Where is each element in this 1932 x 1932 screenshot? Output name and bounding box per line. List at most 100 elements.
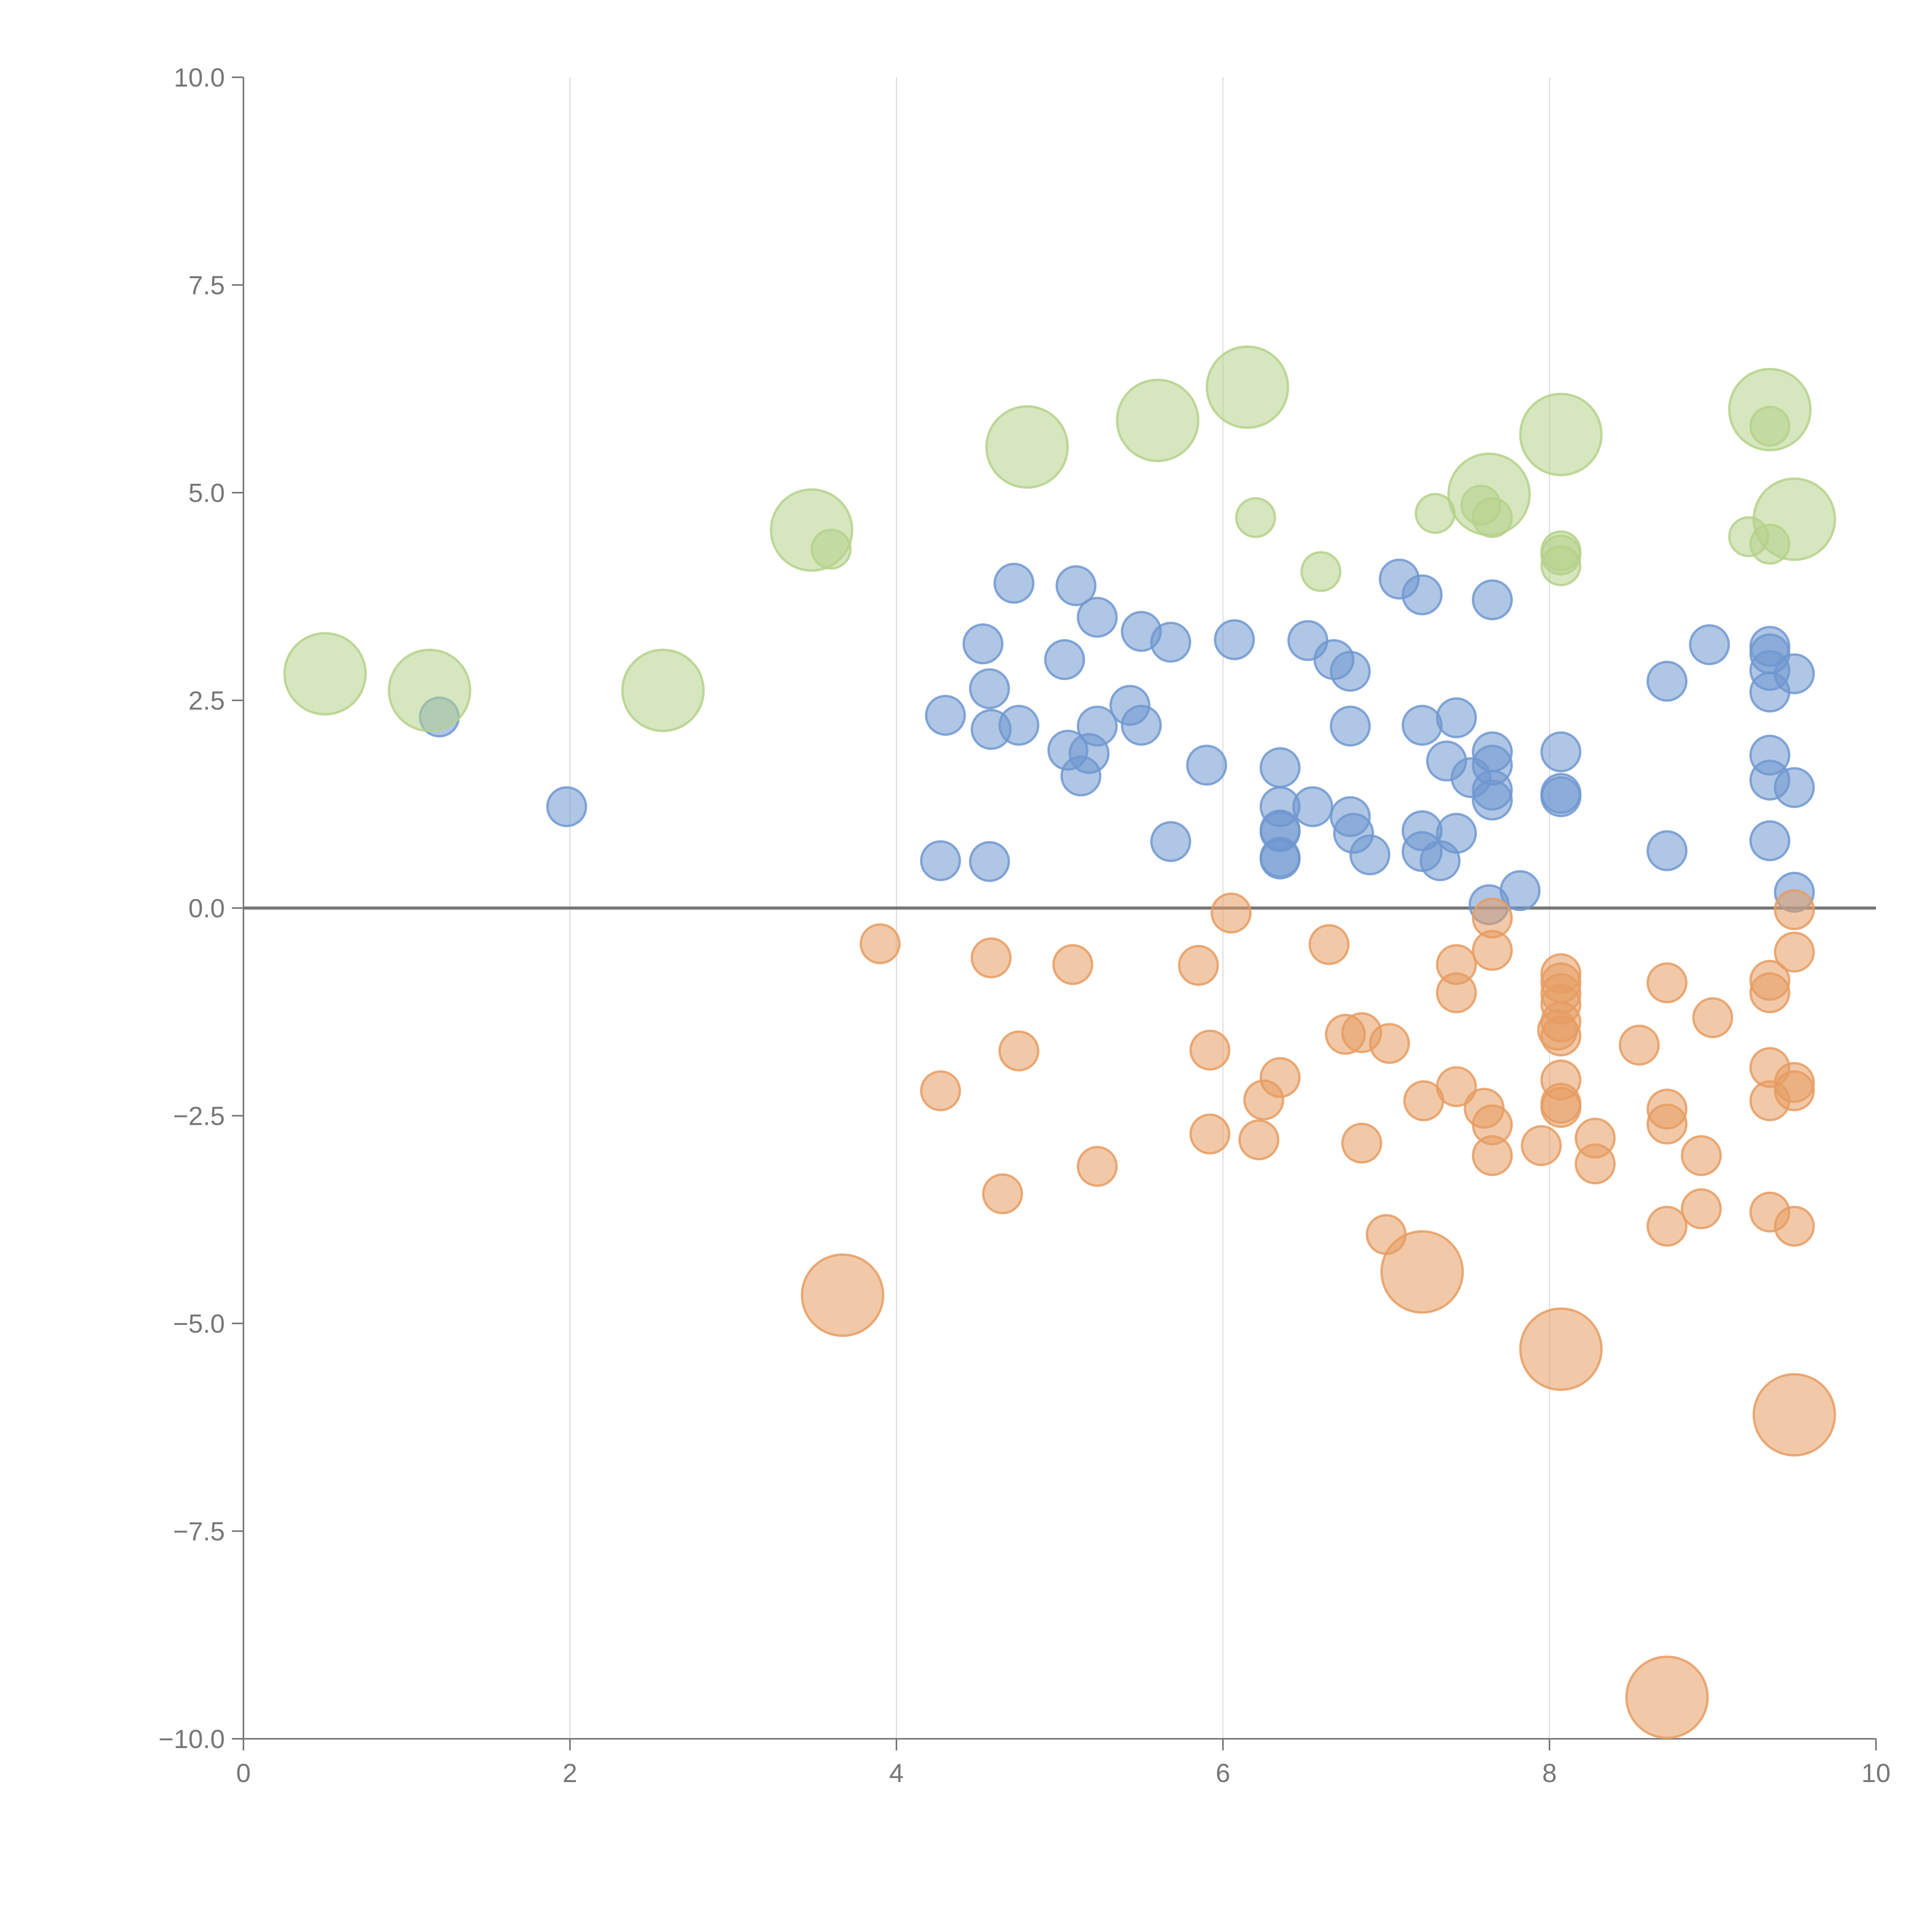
data-point-orange (1520, 1125, 1562, 1166)
data-point-green (1540, 545, 1582, 587)
data-point-blue (1121, 705, 1162, 746)
data-point-orange (1774, 931, 1815, 973)
data-point-green-large (283, 632, 367, 716)
data-point-blue (1077, 597, 1118, 638)
x-tick-label: 6 (1216, 1759, 1230, 1788)
y-tick-label: 2.5 (188, 686, 225, 716)
data-point-green-large (1447, 452, 1531, 536)
data-point-blue (998, 705, 1039, 746)
data-point-orange (1178, 945, 1219, 986)
data-point-blue (1259, 838, 1301, 880)
data-point-orange (1211, 892, 1252, 934)
data-point-blue (969, 841, 1010, 882)
data-point-blue (1436, 697, 1477, 738)
data-point-orange (1189, 1113, 1231, 1155)
data-point-blue (1044, 639, 1085, 680)
data-point-orange (1646, 962, 1688, 1003)
data-point-blue (1077, 706, 1118, 747)
data-point-orange-large (801, 1253, 884, 1337)
data-point-green-large (1116, 378, 1199, 462)
data-point-blue (1472, 779, 1513, 821)
data-point-orange (1575, 1143, 1616, 1185)
data-point-orange (1749, 972, 1791, 1014)
data-point-orange (1540, 1087, 1582, 1128)
data-point-green-large (1728, 368, 1812, 451)
data-point-orange (1680, 1188, 1722, 1230)
data-point-blue (1401, 574, 1443, 616)
data-point-blue (1646, 661, 1688, 702)
y-tick-label: −7.5 (173, 1517, 225, 1546)
data-point-orange (1077, 1146, 1118, 1187)
data-point-blue (1646, 830, 1688, 871)
data-point-green-large (621, 648, 705, 732)
data-point-blue (920, 840, 961, 881)
data-point-blue (1540, 776, 1582, 817)
x-tick-label: 4 (889, 1759, 904, 1788)
data-point-orange-large (1519, 1307, 1603, 1391)
data-point-green-large (1206, 345, 1289, 429)
data-point-blue (1259, 747, 1301, 788)
x-tick-label: 8 (1542, 1759, 1557, 1788)
y-tick-label: 0.0 (188, 894, 225, 923)
data-point-orange (998, 1030, 1039, 1071)
data-point-orange (1540, 1015, 1582, 1057)
data-point-orange (971, 937, 1012, 978)
data-point-blue (1055, 565, 1097, 606)
data-point-blue (1774, 767, 1815, 808)
data-point-green-large (1519, 393, 1603, 476)
data-point-blue (1540, 731, 1582, 772)
data-point-orange-large (1752, 1373, 1836, 1457)
axes (232, 77, 1877, 1750)
data-point-blue (1292, 786, 1333, 827)
data-point-green-large (1752, 477, 1836, 561)
data-point-blue (546, 786, 587, 827)
data-point-blue (1330, 706, 1371, 747)
data-point-orange (1259, 1057, 1301, 1098)
data-point-blue (1349, 834, 1391, 876)
data-point-orange (1472, 930, 1513, 971)
data-point-blue (1749, 820, 1791, 861)
data-point-orange (1189, 1029, 1231, 1071)
data-point-orange (1680, 1135, 1722, 1176)
data-point-blue (1689, 624, 1730, 665)
data-point-blue (1436, 813, 1477, 854)
tick-labels: 10.0 7.5 5.0 2.5 0.0 −2.5 −5.0 −7.5 −10.0 0 2 4 6 8 10 (158, 63, 1891, 1788)
data-point-green-large (985, 405, 1069, 489)
data-point-green-large (388, 648, 471, 732)
data-point-orange (1646, 1104, 1688, 1145)
data-point-blue (1214, 619, 1255, 660)
data-point-orange (1646, 1206, 1688, 1247)
data-point-blue (1401, 705, 1443, 746)
data-point-green (1235, 497, 1276, 538)
data-point-blue (925, 695, 966, 736)
data-point-orange (1052, 944, 1094, 985)
data-point-orange (1774, 1070, 1815, 1111)
data-point-blue (1186, 745, 1227, 786)
data-point-orange (1472, 1135, 1513, 1176)
y-tick-label: −2.5 (173, 1102, 225, 1131)
data-point-orange (1369, 1023, 1410, 1064)
data-point-orange (982, 1173, 1023, 1214)
data-point-blue (969, 668, 1010, 709)
data-point-blue (993, 563, 1035, 604)
data-point-orange (1238, 1119, 1279, 1160)
data-point-orange (1619, 1024, 1660, 1066)
data-point-orange (1436, 972, 1477, 1014)
data-point-orange (1436, 1066, 1477, 1107)
data-point-orange (920, 1070, 961, 1111)
data-point-orange (1774, 1206, 1815, 1247)
y-tick-label: 7.5 (188, 271, 225, 300)
data-point-orange (1692, 997, 1733, 1038)
data-point-blue (1774, 653, 1815, 694)
data-point-blue (1150, 622, 1191, 663)
y-tick-label: 5.0 (188, 478, 225, 508)
x-tick-label: 10 (1861, 1759, 1891, 1788)
data-point-blue (1472, 579, 1513, 621)
data-point-blue (1499, 870, 1541, 911)
data-point-blue (962, 623, 1003, 665)
data-point-orange (1774, 889, 1815, 930)
y-tick-label: −10.0 (158, 1725, 225, 1754)
data-point-orange (1341, 1122, 1383, 1164)
data-point-orange-large (1380, 1230, 1464, 1314)
